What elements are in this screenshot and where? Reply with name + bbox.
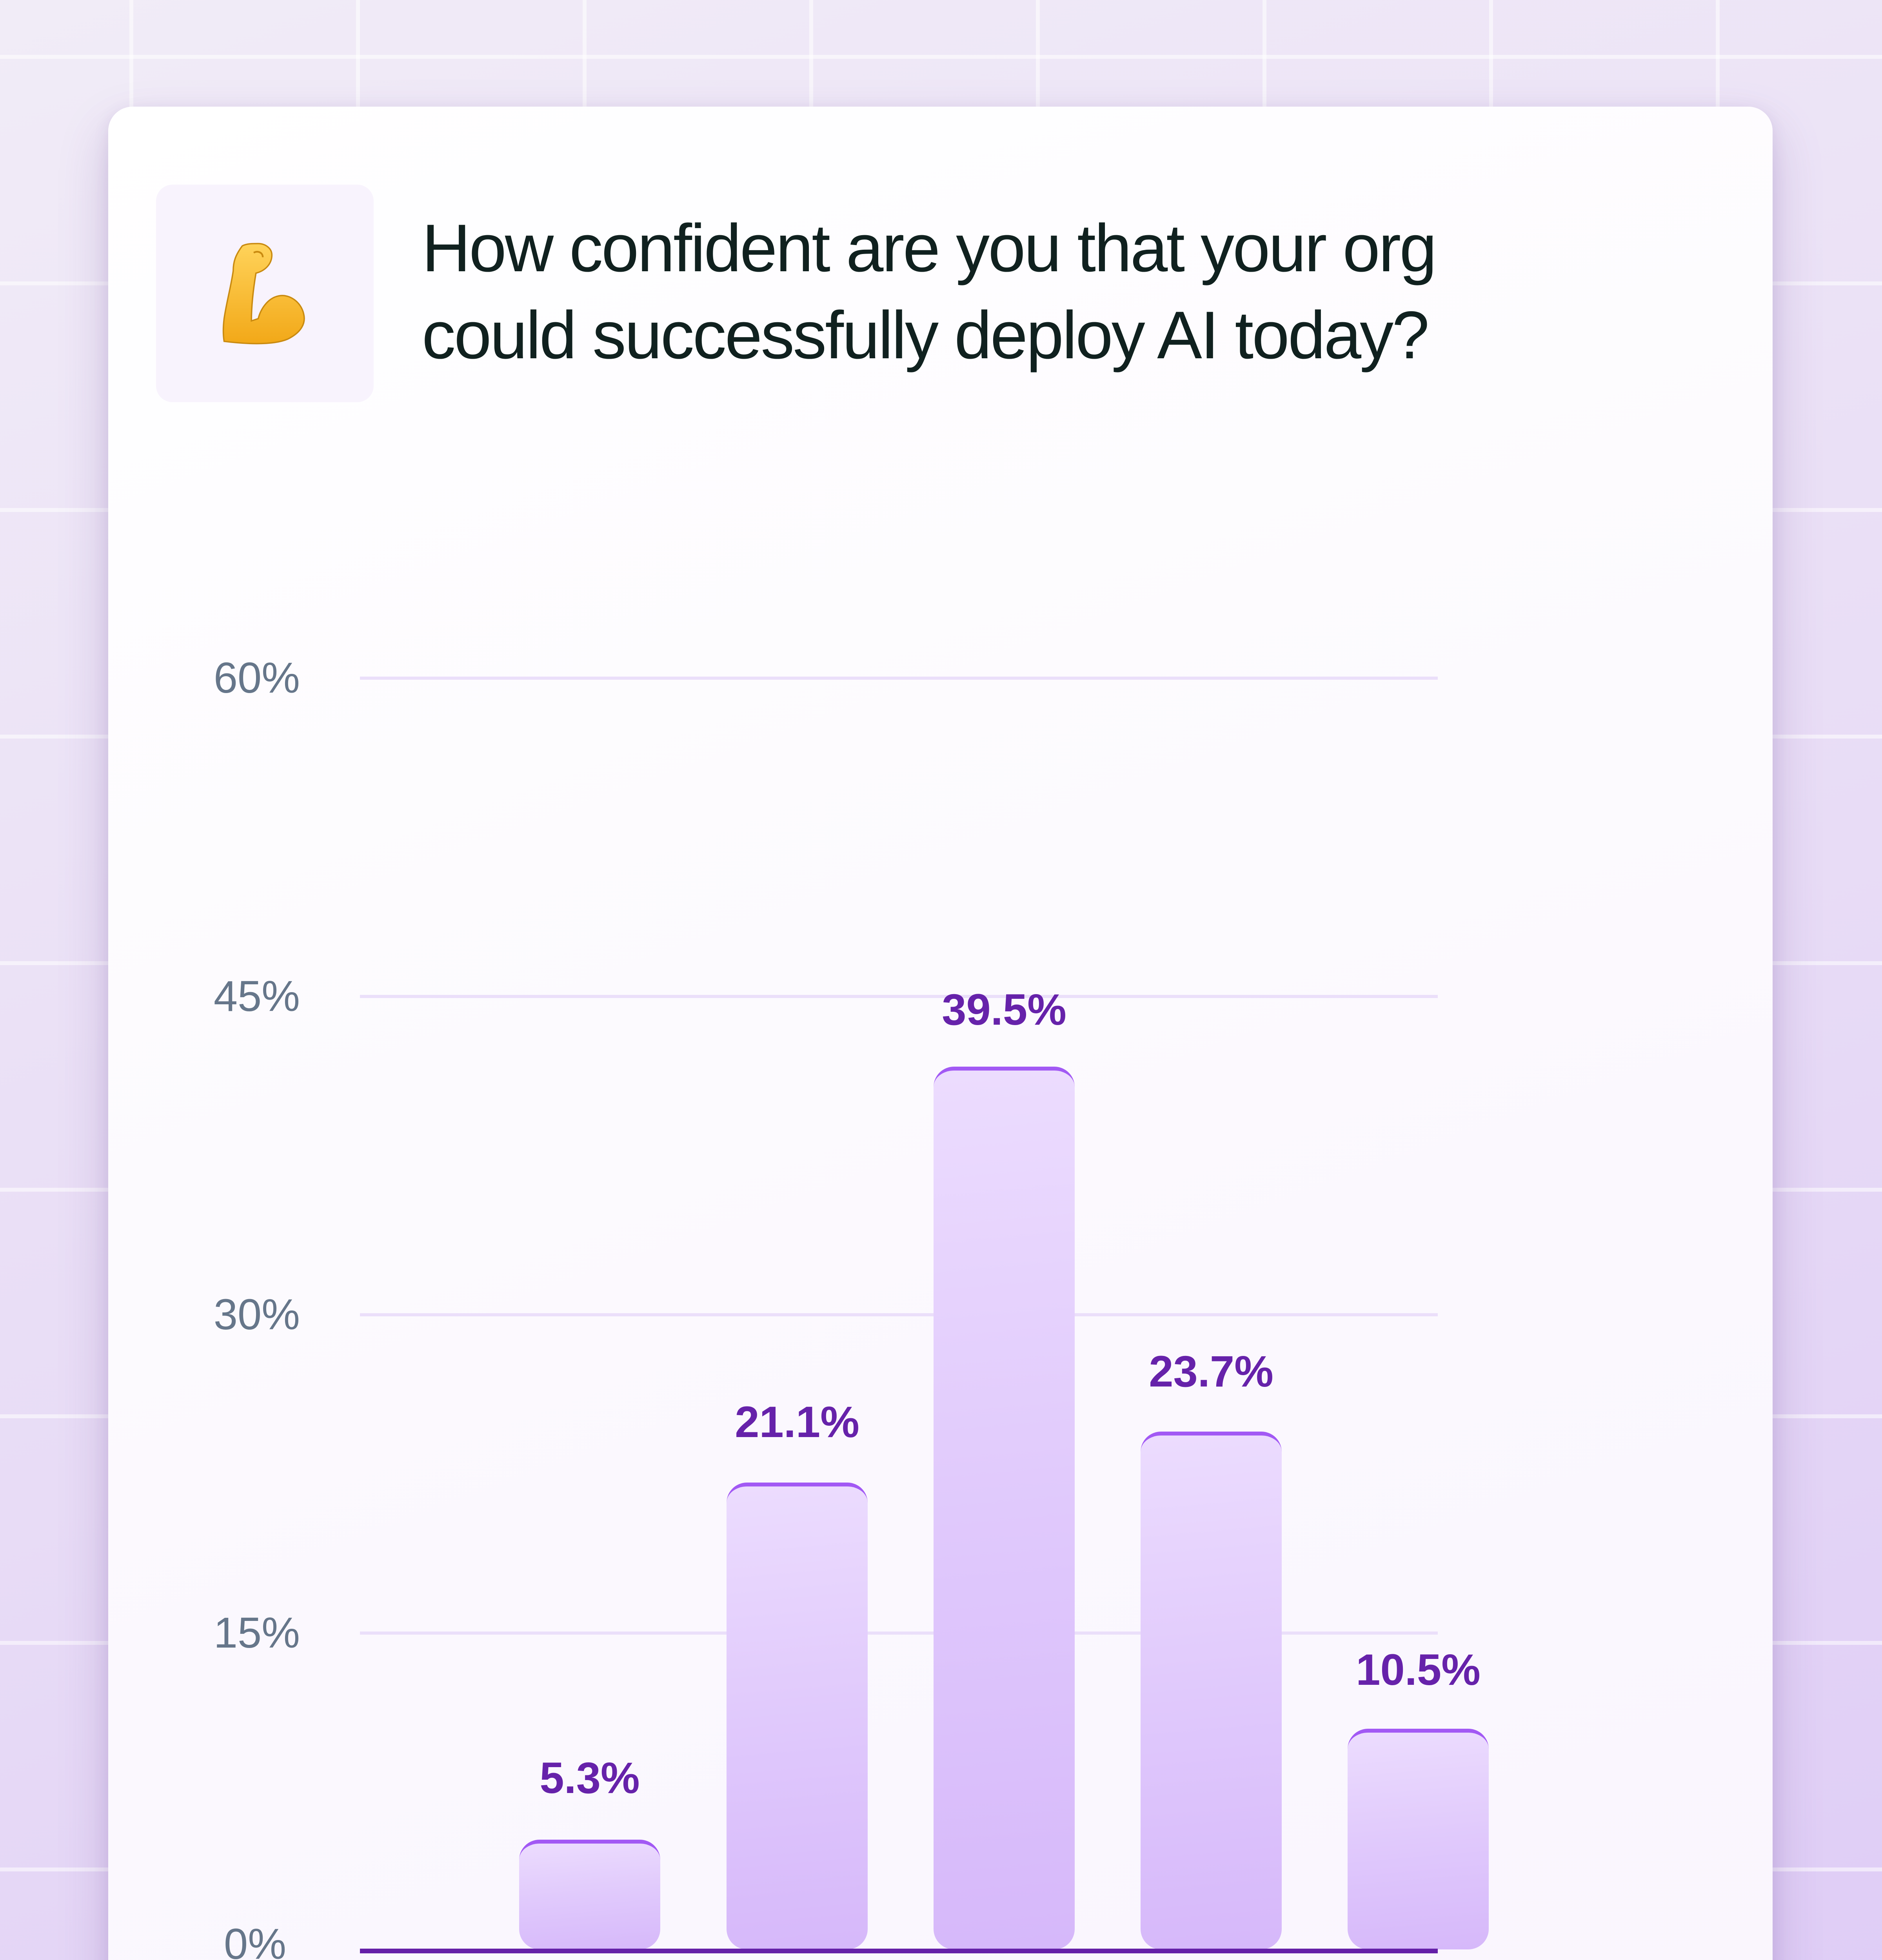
- bar-1: [519, 1840, 660, 1949]
- title-line-2: could successfully deploy AI today?: [422, 298, 1430, 373]
- bar-3: [934, 1067, 1075, 1949]
- title-line-1: How confident are you that your org: [422, 211, 1437, 286]
- value-label-4: 23.7%: [1149, 1347, 1273, 1396]
- bar-4: [1141, 1432, 1282, 1949]
- value-label-3: 39.5%: [942, 985, 1066, 1034]
- x-axis-baseline: [360, 1949, 1438, 1953]
- gridline-15: [360, 1632, 1438, 1635]
- y-tick-15: 15%: [213, 1609, 300, 1657]
- value-label-1: 5.3%: [540, 1753, 640, 1802]
- bar-5: [1348, 1729, 1489, 1949]
- y-tick-30: 30%: [213, 1290, 300, 1339]
- y-tick-60: 60%: [213, 654, 300, 702]
- gridline-60: [360, 677, 1438, 680]
- gridline-30: [360, 1313, 1438, 1316]
- question-title: How confident are you that your org coul…: [422, 205, 1716, 379]
- flexed-biceps-icon: [222, 243, 305, 344]
- value-label-2: 21.1%: [735, 1397, 859, 1446]
- gridline-45: [360, 995, 1438, 998]
- y-tick-0: 0%: [224, 1920, 286, 1960]
- y-tick-45: 45%: [213, 972, 300, 1020]
- emoji-tile: [156, 185, 374, 402]
- value-label-5: 10.5%: [1356, 1645, 1481, 1694]
- bar-2: [727, 1483, 868, 1949]
- survey-card: How confident are you that your org coul…: [108, 107, 1773, 1960]
